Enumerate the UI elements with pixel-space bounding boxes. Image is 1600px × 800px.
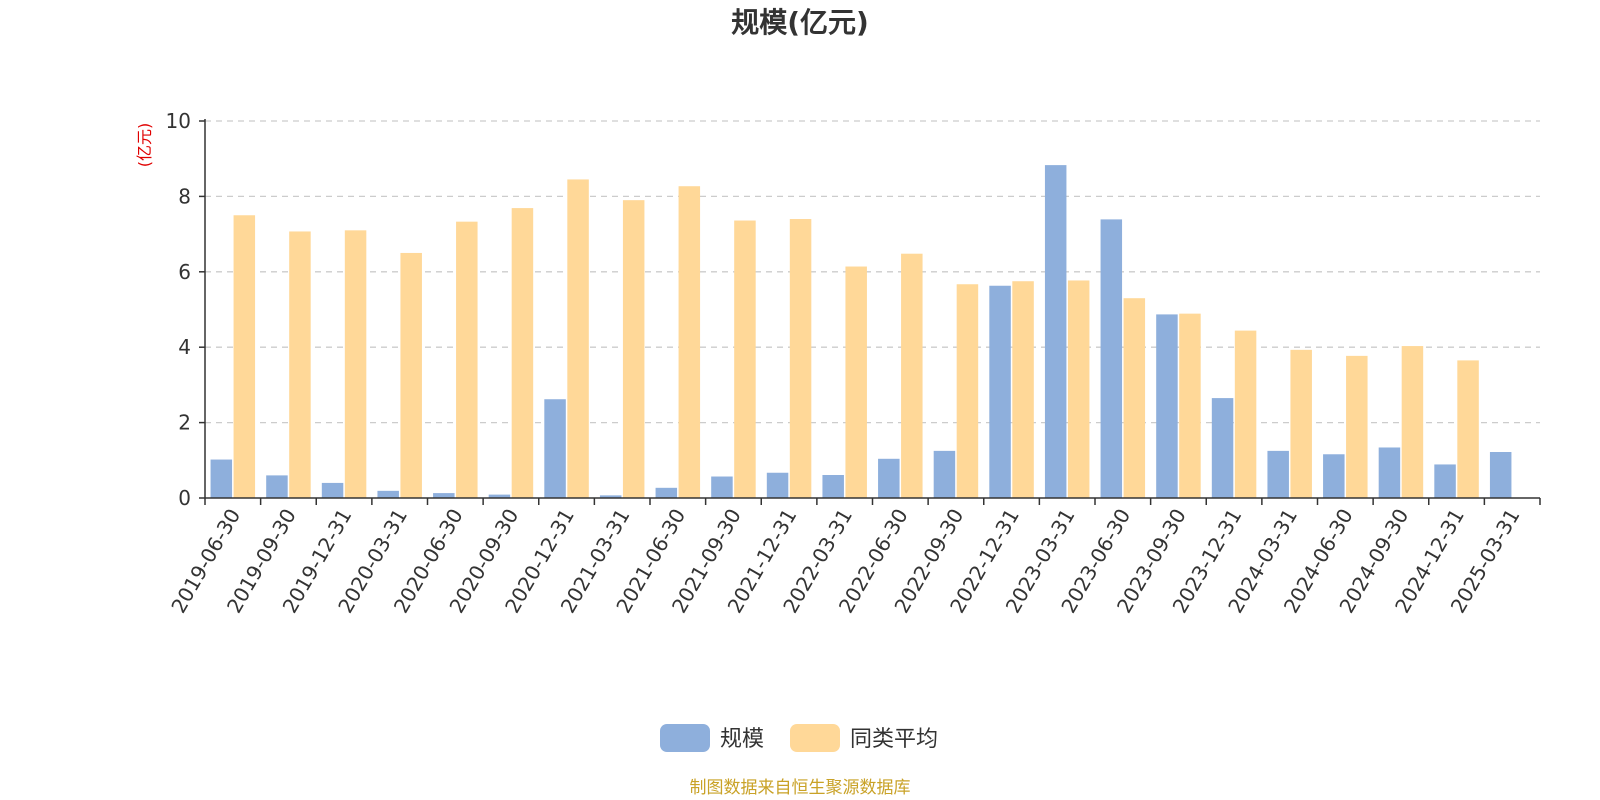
bar-size [711, 476, 733, 498]
axes-group [199, 119, 1541, 505]
bar-size [933, 450, 956, 498]
bar-size [822, 475, 844, 498]
y-tick-label: 4 [178, 335, 191, 359]
bar-size [655, 487, 678, 498]
bar-peer-average [845, 266, 867, 498]
bar-size [1156, 314, 1178, 498]
bar-size [544, 399, 566, 498]
bar-size [1323, 454, 1345, 498]
legend-swatch [790, 724, 840, 752]
bar-size [878, 458, 900, 498]
y-tick-labels: 0 2 4 6 8 10 [166, 109, 191, 510]
bar-peer-average [734, 220, 756, 498]
y-tick-label: 8 [178, 184, 191, 208]
x-tick-labels: 2019-06-302019-09-302019-12-312020-03-31… [166, 505, 1524, 618]
legend-label: 同类平均 [850, 727, 938, 752]
bars-group [210, 165, 1512, 499]
bar-peer-average [456, 221, 478, 498]
bar-peer-average [1401, 346, 1424, 498]
legend-swatch [660, 724, 710, 752]
y-axis-label: (亿元) [135, 123, 154, 168]
grid-lines [205, 120, 1540, 424]
bar-peer-average [1179, 313, 1201, 498]
bar-peer-average [233, 215, 256, 498]
bar-peer-average [1123, 298, 1146, 498]
bar-peer-average [1290, 349, 1312, 498]
legend: 规模 同类平均 [660, 724, 938, 752]
data-source-note: 制图数据来自恒生聚源数据库 [690, 778, 911, 798]
bar-size [1211, 398, 1234, 498]
bar-peer-average [344, 230, 367, 498]
bar-size [766, 472, 789, 498]
bar-size [599, 495, 622, 498]
bar-size [210, 459, 233, 498]
legend-label: 规模 [720, 727, 764, 752]
bar-size [377, 490, 399, 498]
chart-title: 规模(亿元) [731, 6, 869, 39]
bar-peer-average [1067, 280, 1090, 498]
bar-peer-average [511, 208, 534, 498]
bar-peer-average [289, 231, 311, 498]
bar-peer-average [1234, 330, 1257, 498]
bar-size [1434, 464, 1456, 498]
bar-peer-average [789, 219, 812, 498]
bar-size [321, 482, 344, 498]
bar-peer-average [901, 253, 923, 498]
bar-size [1489, 452, 1512, 498]
bar-size [1044, 165, 1067, 498]
bar-size [1267, 450, 1289, 498]
bar-size [1378, 447, 1401, 498]
bar-peer-average [1012, 281, 1034, 498]
bar-peer-average [400, 252, 422, 498]
bar-peer-average [1346, 355, 1368, 498]
y-tick-label: 0 [178, 486, 191, 510]
bar-peer-average [1457, 360, 1479, 498]
bar-peer-average [622, 200, 645, 499]
bar-size [989, 285, 1011, 498]
y-tick-label: 2 [178, 411, 191, 435]
y-tick-label: 6 [178, 260, 191, 284]
bar-size [488, 494, 511, 498]
bar-size [433, 493, 455, 498]
bar-peer-average [956, 284, 979, 498]
bar-peer-average [567, 179, 589, 498]
bar-size [1100, 219, 1123, 498]
bar-peer-average [678, 186, 701, 498]
y-tick-label: 10 [166, 109, 191, 133]
bar-size [266, 475, 288, 498]
